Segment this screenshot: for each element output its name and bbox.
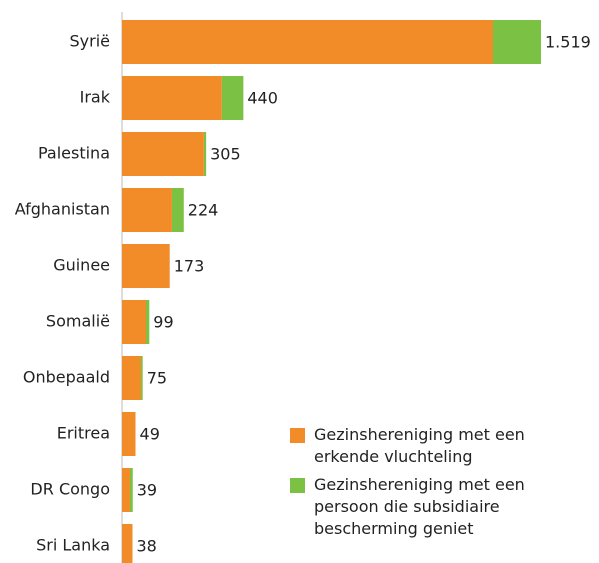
bar-segment: [145, 300, 150, 344]
total-label: 224: [188, 201, 219, 220]
total-label: 38: [136, 537, 156, 556]
bar-segment: [122, 468, 130, 512]
y-tick-label: Syrië: [70, 32, 111, 51]
total-label: 440: [247, 89, 278, 108]
total-label: 49: [140, 425, 160, 444]
total-label: 173: [174, 257, 205, 276]
legend-swatch: [290, 428, 305, 443]
bar-segment: [122, 244, 170, 288]
y-tick-label: Onbepaald: [23, 368, 110, 387]
bar-segment: [122, 300, 146, 344]
legend-label: Gezinshereniging met een erkende vluchte…: [314, 425, 525, 466]
bar-segment: [122, 412, 136, 456]
legend-item: Gezinshereniging met een persoon die sub…: [290, 474, 564, 540]
legend-item: Gezinshereniging met een erkende vluchte…: [290, 424, 564, 468]
y-tick-label: Sri Lanka: [36, 536, 110, 555]
y-tick-label: Palestina: [38, 144, 110, 163]
total-label: 39: [137, 481, 157, 500]
bar-segment: [122, 20, 494, 64]
bar-segment: [122, 132, 204, 176]
y-tick-label: Irak: [80, 88, 111, 107]
total-label: 1.519: [545, 33, 591, 52]
bar-segment: [122, 188, 172, 232]
bar-segment: [122, 524, 133, 563]
bar-segment: [122, 356, 142, 400]
bar-segment: [171, 188, 184, 232]
bar-segment: [129, 468, 133, 512]
y-tick-label: Afghanistan: [15, 200, 110, 219]
y-tick-label: DR Congo: [30, 480, 110, 499]
legend-label: Gezinshereniging met een persoon die sub…: [314, 475, 525, 538]
y-tick-label: Eritrea: [57, 424, 110, 443]
total-label: 305: [210, 145, 241, 164]
bar-segment: [203, 132, 207, 176]
y-tick-label: Somalië: [46, 312, 110, 331]
bar-segment: [221, 76, 244, 120]
bar-segment: [122, 76, 222, 120]
legend-swatch: [290, 478, 305, 493]
total-label: 99: [153, 313, 173, 332]
bar-segment: [493, 20, 541, 64]
y-tick-label: Guinee: [53, 256, 110, 275]
bar-segment: [141, 356, 143, 400]
total-label: 75: [147, 369, 167, 388]
